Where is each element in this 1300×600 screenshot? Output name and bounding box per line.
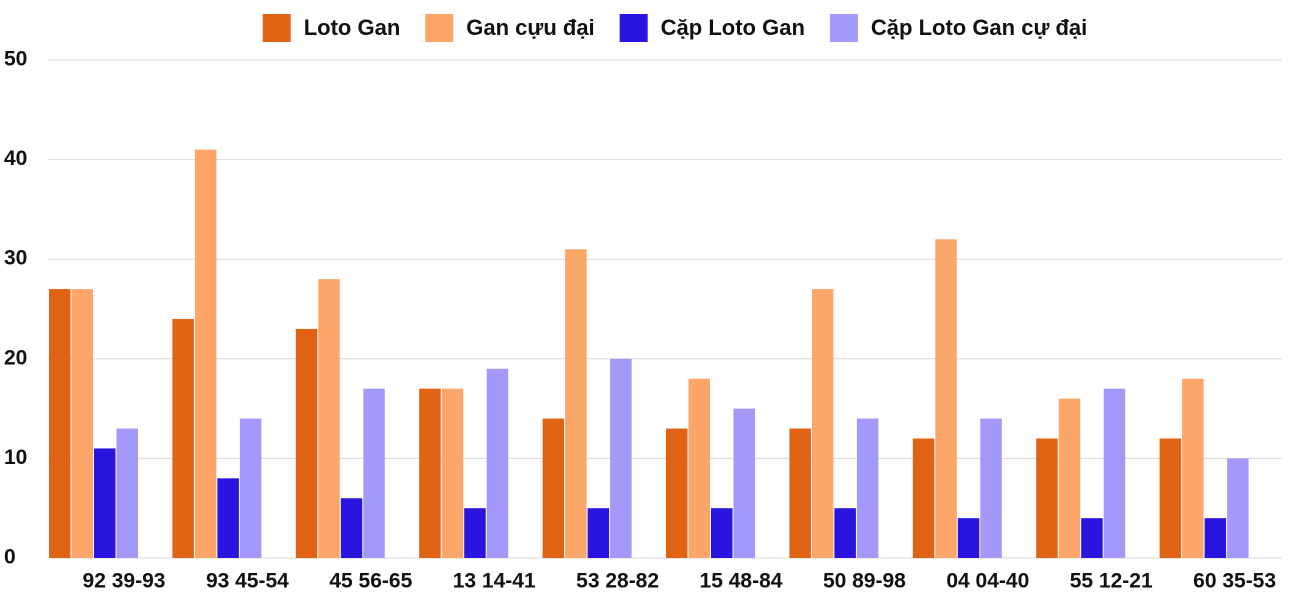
bar bbox=[980, 418, 1002, 558]
bar bbox=[49, 289, 71, 558]
y-tick-label: 30 bbox=[4, 247, 27, 270]
bar bbox=[587, 508, 610, 558]
bar bbox=[1058, 398, 1081, 558]
bar bbox=[363, 388, 385, 558]
bar bbox=[340, 498, 363, 558]
bar bbox=[935, 239, 957, 558]
bar bbox=[295, 328, 318, 558]
bar bbox=[856, 418, 879, 558]
legend-label: Gan cựu đại bbox=[466, 15, 594, 40]
x-tick-label: 92 39-93 bbox=[83, 570, 166, 593]
bar bbox=[789, 428, 811, 558]
bar bbox=[1159, 438, 1182, 558]
y-tick-label: 40 bbox=[4, 147, 27, 170]
bar bbox=[71, 289, 93, 558]
bar bbox=[811, 289, 834, 558]
y-tick-label: 20 bbox=[4, 346, 27, 369]
legend-swatch bbox=[829, 14, 858, 42]
bar bbox=[666, 428, 688, 558]
x-tick-label: 50 89-98 bbox=[823, 570, 906, 593]
bar bbox=[610, 358, 632, 558]
bar bbox=[1036, 438, 1058, 558]
legend-label: Loto Gan bbox=[304, 15, 401, 40]
y-tick-label: 0 bbox=[4, 546, 16, 569]
legend-swatch bbox=[425, 14, 454, 42]
x-tick-label: 55 12-21 bbox=[1070, 570, 1153, 593]
bar bbox=[1182, 378, 1204, 558]
bar bbox=[1081, 518, 1103, 558]
bar bbox=[116, 428, 138, 558]
bar bbox=[419, 388, 441, 558]
bar bbox=[1204, 518, 1227, 558]
bar bbox=[464, 508, 486, 558]
y-tick-label: 10 bbox=[4, 446, 27, 469]
legend-swatch bbox=[262, 14, 291, 42]
x-tick-label: 93 45-54 bbox=[206, 570, 289, 593]
bar bbox=[957, 518, 980, 558]
bar bbox=[565, 249, 587, 559]
bar bbox=[1227, 458, 1249, 558]
x-tick-label: 04 04-40 bbox=[946, 570, 1029, 593]
bar bbox=[1103, 388, 1126, 558]
x-tick-label: 13 14-41 bbox=[453, 570, 536, 593]
bar bbox=[912, 438, 935, 558]
x-tick-label: 60 35-53 bbox=[1193, 570, 1276, 593]
bar bbox=[217, 478, 239, 558]
bar bbox=[834, 508, 856, 558]
bar bbox=[733, 408, 755, 558]
bar bbox=[441, 388, 464, 558]
bar bbox=[542, 418, 565, 558]
x-tick-label: 45 56-65 bbox=[329, 570, 412, 593]
legend-swatch bbox=[619, 14, 648, 42]
bar bbox=[194, 149, 217, 558]
bar bbox=[94, 448, 116, 558]
bar bbox=[318, 279, 340, 558]
bar bbox=[688, 378, 710, 558]
bar bbox=[239, 418, 262, 558]
bar bbox=[172, 318, 194, 558]
bar bbox=[711, 508, 733, 558]
y-tick-label: 50 bbox=[4, 48, 27, 71]
x-tick-label: 15 48-84 bbox=[700, 570, 783, 593]
legend-label: Cặp Loto Gan bbox=[661, 15, 805, 40]
bar bbox=[486, 368, 509, 558]
x-tick-label: 53 28-82 bbox=[576, 570, 659, 593]
legend-label: Cặp Loto Gan cự đại bbox=[871, 15, 1087, 40]
